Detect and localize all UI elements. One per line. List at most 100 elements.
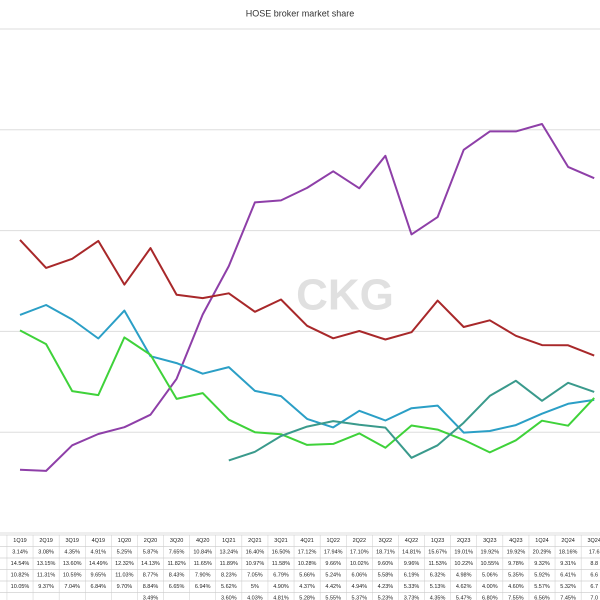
table-header: 1Q22 [326, 538, 339, 544]
table-cell: 17.12% [298, 550, 317, 556]
table-header: 4Q23 [509, 538, 522, 544]
table-cell: 10.82% [11, 573, 30, 579]
table-cell: 4.62% [456, 584, 472, 590]
series-line [19, 239, 595, 357]
table-cell: 7.05% [247, 573, 263, 579]
table-cell: 16.50% [272, 550, 291, 556]
table-cell: 12.32% [115, 561, 134, 567]
table-cell: 10.55% [480, 561, 499, 567]
table-header: 1Q24 [535, 538, 548, 544]
table-cell: 3.73% [404, 596, 420, 600]
series-line [19, 123, 595, 472]
table-cell: 6.7 [590, 584, 598, 590]
table-header: 3Q23 [483, 538, 496, 544]
table-header: 2Q22 [353, 538, 366, 544]
table-cell: 6.94% [195, 584, 211, 590]
series-line [228, 379, 595, 462]
watermark: CKG [296, 271, 394, 320]
table-cell: 5.24% [325, 573, 341, 579]
table-cell: 6.41% [560, 573, 576, 579]
table-header: 2Q20 [144, 538, 157, 544]
table-cell: 11.65% [194, 561, 212, 567]
table-cell: 6.56% [534, 596, 550, 600]
table-cell: 7.55% [508, 596, 524, 600]
table-header: 4Q22 [405, 538, 418, 544]
table-cell: 13.60% [63, 561, 82, 567]
table-header: 1Q20 [118, 538, 131, 544]
table-cell: 5.35% [508, 573, 524, 579]
table-cell: 5.32% [560, 584, 576, 590]
table-cell: 8.43% [169, 573, 185, 579]
table-cell: 11.58% [272, 561, 290, 567]
table-cell: 5.33% [404, 584, 420, 590]
table-cell: 4.98% [456, 573, 472, 579]
series-line [19, 304, 595, 434]
table-header: 4Q20 [196, 538, 209, 544]
table-cell: 4.35% [64, 550, 80, 556]
table-cell: 11.89% [220, 561, 238, 567]
table-cell: 14.13% [141, 561, 160, 567]
table-cell: 9.78% [508, 561, 524, 567]
table-cell: 5.92% [534, 573, 550, 579]
table-cell: 11.31% [37, 573, 55, 579]
table-cell: 18.71% [376, 550, 395, 556]
table-header: 3Q24 [587, 538, 600, 544]
table-cell: 5.66% [299, 573, 315, 579]
table-cell: 11.03% [115, 573, 133, 579]
table-cell: 18.16% [559, 550, 578, 556]
table-cell: 13.24% [219, 550, 238, 556]
table-header: 4Q19 [92, 538, 105, 544]
table-cell: 5.62% [221, 584, 237, 590]
table-cell: 5.37% [351, 596, 367, 600]
table-cell: 6.84% [90, 584, 106, 590]
chart-title: HOSE broker market share [246, 8, 355, 18]
table-cell: 4.37% [299, 584, 315, 590]
table-cell: 9.32% [534, 561, 550, 567]
table-cell: 17.10% [350, 550, 369, 556]
table-cell: 4.91% [90, 550, 106, 556]
table-cell: 10.59% [63, 573, 82, 579]
table-cell: 8.23% [221, 573, 237, 579]
table-cell: 14.49% [89, 561, 108, 567]
table-cell: 6.32% [430, 573, 446, 579]
table-cell: 4.23% [378, 584, 394, 590]
table-cell: 7.90% [195, 573, 211, 579]
table-cell: 8.84% [143, 584, 159, 590]
table-cell: 3.49% [143, 596, 159, 600]
table-cell: 4.81% [273, 596, 289, 600]
table-cell: 5.23% [378, 596, 394, 600]
table-cell: 6.6 [590, 573, 598, 579]
table-header: 2Q24 [561, 538, 574, 544]
table-cell: 9.70% [117, 584, 133, 590]
table-cell: 6.06% [351, 573, 367, 579]
table-cell: 5.47% [456, 596, 472, 600]
table-cell: 5.13% [430, 584, 446, 590]
table-header: 3Q21 [274, 538, 287, 544]
table-cell: 10.97% [246, 561, 265, 567]
table-cell: 5.58% [378, 573, 394, 579]
table-header: 1Q23 [431, 538, 444, 544]
table-cell: 9.66% [325, 561, 341, 567]
table-cell: 7.04% [64, 584, 80, 590]
table-cell: 4.42% [325, 584, 341, 590]
table-cell: 4.35% [430, 596, 446, 600]
table-cell: 14.54% [11, 561, 30, 567]
table-cell: 10.02% [350, 561, 369, 567]
table-header: 4Q21 [300, 538, 313, 544]
table-cell: 10.84% [193, 550, 212, 556]
table-cell: 5.25% [117, 550, 133, 556]
table-header: 2Q21 [248, 538, 261, 544]
table-cell: 9.31% [560, 561, 576, 567]
table-cell: 20.29% [533, 550, 552, 556]
table-cell: 7.0 [590, 596, 598, 600]
table-cell: 6.80% [482, 596, 498, 600]
table-cell: 5.06% [482, 573, 498, 579]
table-cell: 10.05% [11, 584, 30, 590]
table-cell: 3.60% [221, 596, 237, 600]
table-cell: 17.94% [324, 550, 343, 556]
table-cell: 5.28% [299, 596, 315, 600]
table-cell: 9.65% [90, 573, 106, 579]
table-cell: 19.92% [480, 550, 499, 556]
table-cell: 11.82% [167, 561, 185, 567]
